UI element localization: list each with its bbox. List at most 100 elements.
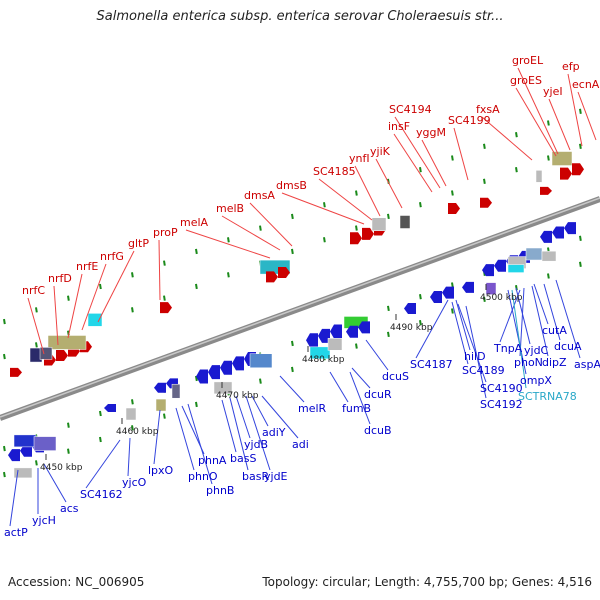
- gene-feature-box[interactable]: [399, 215, 411, 229]
- reverse-gene-arrow[interactable]: [552, 226, 564, 239]
- gene-label-forward[interactable]: nrfD: [48, 272, 72, 285]
- gene-label-forward[interactable]: melA: [180, 216, 209, 229]
- gene-label-reverse[interactable]: SC4190: [480, 382, 523, 395]
- gene-feature-box[interactable]: [47, 335, 87, 350]
- gene-feature-box[interactable]: [155, 398, 167, 412]
- forward-gene-arrow[interactable]: [56, 350, 68, 362]
- gene-label-forward[interactable]: ecnA: [572, 78, 600, 91]
- gene-feature-box[interactable]: [13, 467, 33, 479]
- gene-feature-box[interactable]: [541, 250, 557, 262]
- reverse-gene-arrow[interactable]: [306, 333, 318, 348]
- gene-label-reverse[interactable]: TnpA: [493, 342, 523, 355]
- gene-label-reverse[interactable]: adiY: [262, 426, 286, 439]
- forward-gene-arrow[interactable]: [10, 367, 22, 377]
- gene-label-reverse[interactable]: phoN: [514, 356, 543, 369]
- gene-label-reverse[interactable]: basR: [242, 470, 269, 483]
- gene-label-reverse[interactable]: SC4192: [480, 398, 523, 411]
- reverse-gene-arrow[interactable]: [358, 321, 370, 334]
- forward-gene-arrow[interactable]: [362, 227, 374, 240]
- reverse-gene-arrow[interactable]: [196, 369, 208, 384]
- gene-label-reverse[interactable]: aspA: [574, 358, 600, 371]
- forward-gene-arrow[interactable]: [350, 232, 362, 245]
- gene-label-forward[interactable]: dmsB: [276, 179, 307, 192]
- reverse-gene-arrow[interactable]: [208, 365, 220, 380]
- gene-label-reverse[interactable]: yjdB: [244, 438, 268, 451]
- gene-label-reverse[interactable]: SC4162: [80, 488, 123, 501]
- gene-label-forward[interactable]: ynfI: [349, 152, 370, 165]
- gene-feature-box[interactable]: [125, 407, 137, 421]
- reverse-gene-arrow[interactable]: [104, 404, 116, 413]
- gene-label-reverse[interactable]: dcuR: [364, 388, 392, 401]
- gene-label-forward[interactable]: groES: [510, 74, 542, 87]
- forward-gene-arrow[interactable]: [572, 163, 584, 176]
- forward-gene-arrow[interactable]: [266, 271, 278, 283]
- gene-label-forward[interactable]: yjiK: [370, 145, 391, 158]
- gene-label-forward[interactable]: insF: [388, 120, 410, 133]
- gene-feature-box[interactable]: [371, 217, 387, 231]
- gene-label-reverse[interactable]: yjcO: [122, 476, 147, 489]
- gene-label-forward[interactable]: proP: [153, 226, 178, 239]
- gene-label-reverse[interactable]: SC4189: [462, 364, 505, 377]
- gene-label-forward[interactable]: SC4199: [448, 114, 491, 127]
- gene-feature-box[interactable]: [39, 347, 53, 360]
- gene-label-forward[interactable]: nrfE: [76, 260, 98, 273]
- forward-gene-arrow[interactable]: [448, 202, 460, 214]
- forward-gene-arrow[interactable]: [540, 186, 552, 195]
- reverse-gene-arrow[interactable]: [330, 324, 342, 339]
- gene-feature-box[interactable]: [535, 170, 543, 183]
- gene-label-reverse[interactable]: phnB: [206, 484, 234, 497]
- gene-feature-box[interactable]: [33, 436, 57, 451]
- gene-feature-box[interactable]: [507, 264, 525, 273]
- gene-label-reverse[interactable]: yjdE: [264, 470, 288, 483]
- gene-label-reverse[interactable]: hilD: [464, 350, 486, 363]
- gene-label-reverse[interactable]: lpxO: [148, 464, 174, 477]
- gene-label-reverse[interactable]: phnO: [188, 470, 218, 483]
- gene-feature-box[interactable]: [327, 338, 343, 351]
- reverse-gene-arrow[interactable]: [20, 444, 32, 457]
- gene-label-reverse[interactable]: yjcH: [32, 514, 56, 527]
- gene-label-reverse[interactable]: SC4187: [410, 358, 453, 371]
- reverse-gene-arrow[interactable]: [346, 325, 358, 338]
- gene-label-reverse[interactable]: dcuS: [382, 370, 409, 383]
- gene-label-forward[interactable]: efp: [562, 60, 580, 73]
- gene-label-reverse[interactable]: melR: [298, 402, 327, 415]
- gene-label-forward[interactable]: gltP: [128, 237, 149, 250]
- gene-feature-box[interactable]: [249, 353, 273, 368]
- gene-label-reverse[interactable]: adi: [292, 438, 309, 451]
- gene-label-reverse[interactable]: phnA: [198, 454, 227, 467]
- reverse-gene-arrow[interactable]: [8, 449, 20, 462]
- gene-label-forward[interactable]: groEL: [512, 54, 544, 67]
- gene-label-reverse[interactable]: ompX: [520, 374, 552, 387]
- reverse-gene-arrow[interactable]: [232, 356, 244, 371]
- gene-label-reverse[interactable]: basS: [230, 452, 256, 465]
- gene-label-reverse[interactable]: cutA: [542, 324, 567, 337]
- gene-label-forward[interactable]: nrfG: [100, 250, 124, 263]
- gene-label-reverse[interactable]: fumB: [342, 402, 371, 415]
- reverse-gene-arrow[interactable]: [462, 281, 474, 293]
- gene-label-reverse[interactable]: actP: [4, 526, 28, 539]
- gene-feature-box[interactable]: [87, 313, 103, 327]
- gene-feature-box[interactable]: [309, 346, 331, 360]
- reverse-gene-arrow[interactable]: [564, 222, 576, 235]
- gene-label-forward[interactable]: dmsA: [244, 189, 275, 202]
- gene-label-reverse[interactable]: yjdC: [524, 344, 549, 357]
- gene-label-forward[interactable]: SC4194: [389, 103, 432, 116]
- gene-feature-box[interactable]: [213, 381, 233, 395]
- forward-gene-arrow[interactable]: [278, 267, 290, 279]
- gene-label-reverse[interactable]: dipZ: [542, 356, 567, 369]
- gene-feature-box[interactable]: [13, 434, 37, 448]
- gene-feature-box[interactable]: [525, 247, 543, 261]
- gene-features[interactable]: [8, 151, 584, 479]
- reverse-gene-arrow[interactable]: [482, 264, 494, 277]
- gene-label-forward[interactable]: fxsA: [476, 103, 500, 116]
- gene-label-forward[interactable]: nrfC: [22, 284, 45, 297]
- reverse-gene-arrow[interactable]: [404, 303, 416, 315]
- gene-feature-box[interactable]: [551, 151, 573, 166]
- gene-label-reverse[interactable]: dcuA: [554, 340, 582, 353]
- gene-label-reverse[interactable]: acs: [60, 502, 79, 515]
- forward-gene-arrow[interactable]: [560, 167, 572, 180]
- forward-gene-arrow[interactable]: [160, 302, 172, 314]
- gene-label-forward[interactable]: yggM: [416, 126, 446, 139]
